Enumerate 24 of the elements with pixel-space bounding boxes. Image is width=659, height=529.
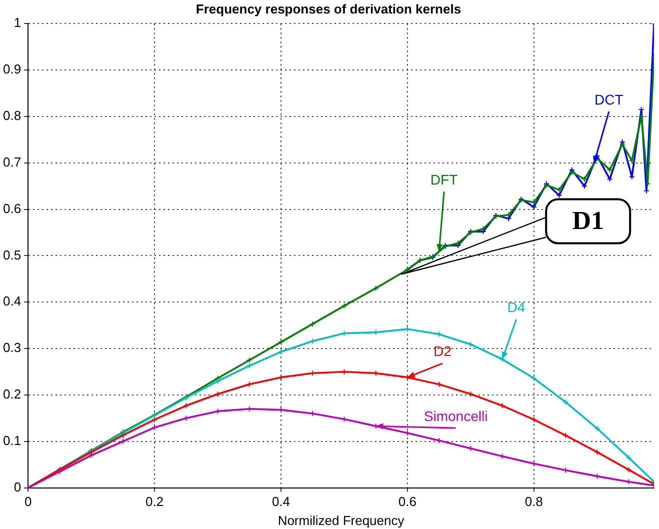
y-tick-label: 0.7	[2, 154, 22, 170]
y-tick-label: 0.3	[2, 340, 22, 356]
x-tick-label: 0.8	[524, 494, 543, 510]
annotation: D1	[572, 206, 604, 235]
series-label: Simoncelli	[424, 408, 488, 424]
x-tick-label: 0.4	[272, 494, 290, 510]
series-label: DCT	[594, 91, 624, 108]
y-tick-label: 0.9	[2, 62, 22, 77]
y-tick-label: 0.6	[2, 200, 22, 216]
x-axis-title: Normilized Frequency	[278, 512, 405, 528]
y-tick-label: 0	[14, 479, 22, 494]
y-tick-label: 0.1	[2, 432, 22, 448]
x-tick-label: 0.6	[398, 494, 416, 510]
text: DFT	[430, 171, 458, 188]
x-tick-label: 0.2	[145, 494, 164, 510]
text: D4	[507, 299, 526, 316]
series-label: D2	[433, 343, 452, 360]
y-tick-label: 0.2	[2, 386, 22, 402]
y-tick-label: 0.4	[2, 294, 22, 309]
y-tick-label: 0.5	[2, 247, 22, 262]
chart-title: Frequency responses of derivation kernels	[196, 1, 462, 16]
x-tick-label: 0	[24, 494, 32, 510]
y-tick-label: 0.8	[2, 108, 22, 124]
y-tick-label: 1	[14, 15, 22, 30]
